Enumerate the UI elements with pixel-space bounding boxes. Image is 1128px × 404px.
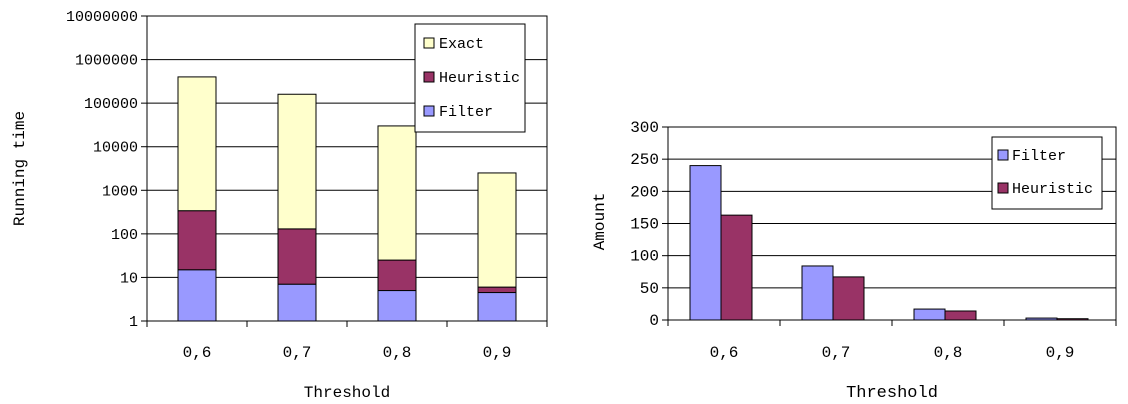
y-tick-label: 200 (630, 183, 659, 201)
y-tick-label: 100000 (84, 96, 138, 113)
legend-label-filter: Filter (1012, 148, 1066, 165)
legend-label-heuristic: Heuristic (1012, 181, 1093, 198)
x-tick-label: 0,6 (710, 344, 739, 362)
chart2-legend: Filter Heuristic (991, 136, 1103, 210)
x-tick-label: 0,7 (822, 344, 851, 362)
legend-label-heuristic: Heuristic (439, 70, 520, 87)
bar-exact-0-6 (177, 76, 217, 212)
bar-exact-0-9 (477, 172, 517, 288)
bar-exact-0-7 (277, 93, 317, 230)
y-tick-label: 300 (630, 119, 659, 137)
y-tick-label: 1000000 (75, 53, 138, 70)
bar-heuristic-0-9 (1056, 318, 1089, 321)
legend-label-filter: Filter (439, 104, 493, 121)
bar-exact-0-8 (377, 125, 417, 261)
y-tick-label: 10000 (93, 140, 138, 157)
chart1-y-ticks: 1 10 100 1000 10000 100000 1000000 10000000 (66, 9, 147, 331)
y-tick-label: 10000000 (66, 9, 138, 26)
chart2-y-ticks: 0 50 100 150 200 250 300 (630, 119, 668, 330)
bar-heuristic-0-6 (720, 214, 753, 321)
bar-heuristic-0-9 (477, 286, 517, 294)
y-tick-label: 100 (111, 227, 138, 244)
bar-filter-0-8 (377, 290, 417, 322)
bar-filter-0-8 (913, 308, 946, 321)
bar-heuristic-0-8 (377, 259, 417, 292)
bar-filter-0-6 (689, 165, 722, 321)
x-tick-label: 0,9 (1046, 344, 1075, 362)
amount-chart: 0 50 100 150 200 250 300 0,6 0,7 0,8 0,9 Threshol… (591, 119, 1117, 403)
x-tick-label: 0,8 (383, 344, 412, 362)
chart1-x-axis-label: Threshold (304, 384, 390, 402)
y-tick-label: 50 (640, 280, 659, 298)
chart1-bars (177, 76, 517, 322)
chart1-x-ticks: 0,6 0,7 0,8 0,9 (146, 321, 548, 362)
y-tick-label: 1000 (102, 183, 138, 200)
bar-filter-0-6 (177, 269, 217, 322)
y-tick-label: 150 (630, 216, 659, 234)
bar-heuristic-0-7 (277, 228, 317, 285)
y-tick-label: 100 (630, 248, 659, 266)
legend-swatch-filter (997, 149, 1009, 161)
chart1-legend: Exact Heuristic Filter (414, 23, 526, 133)
chart2-x-axis-label: Threshold (846, 384, 938, 403)
legend-swatch-heuristic (423, 71, 435, 83)
legend-box (991, 136, 1103, 210)
bar-filter-0-7 (277, 283, 317, 322)
legend-swatch-heuristic (997, 182, 1009, 194)
legend-label-exact: Exact (439, 36, 484, 53)
bar-heuristic-0-8 (944, 310, 977, 321)
x-tick-label: 0,6 (183, 344, 212, 362)
y-tick-label: 0 (649, 312, 659, 330)
chart2-bars (689, 165, 1089, 321)
legend-swatch-exact (423, 37, 435, 49)
bar-heuristic-0-6 (177, 210, 217, 271)
bar-filter-0-9 (1025, 317, 1058, 321)
bar-heuristic-0-7 (832, 276, 865, 321)
y-tick-label: 10 (120, 270, 138, 287)
legend-swatch-filter (423, 105, 435, 117)
x-tick-label: 0,7 (283, 344, 312, 362)
chart1-y-axis-label: Running time (11, 111, 29, 226)
chart2-x-ticks: 0,6 0,7 0,8 0,9 (667, 320, 1117, 362)
bar-filter-0-7 (801, 265, 834, 321)
x-tick-label: 0,9 (483, 344, 512, 362)
y-tick-label: 1 (129, 314, 138, 331)
bar-filter-0-9 (477, 292, 517, 322)
running-time-chart: 1 10 100 1000 10000 100000 1000000 10000000 0,6… (11, 9, 548, 402)
y-tick-label: 250 (630, 151, 659, 169)
x-tick-label: 0,8 (934, 344, 963, 362)
chart2-y-axis-label: Amount (591, 193, 609, 251)
